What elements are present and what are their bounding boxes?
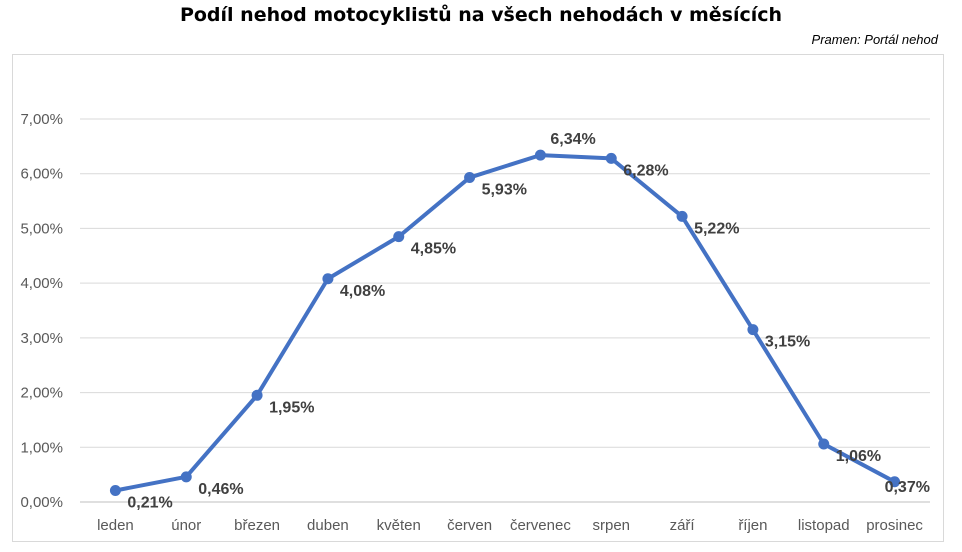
data-point xyxy=(464,172,476,184)
chart-source: Pramen: Portál nehod xyxy=(811,32,938,47)
data-point xyxy=(393,231,405,243)
x-tick-label: listopad xyxy=(798,517,850,534)
data-point xyxy=(322,273,334,285)
y-tick-label: 7,00% xyxy=(20,111,63,128)
data-points xyxy=(109,149,901,497)
data-point xyxy=(251,389,263,401)
x-tick-label: červenec xyxy=(510,517,571,534)
y-tick-label: 2,00% xyxy=(20,385,63,402)
x-tick-label: říjen xyxy=(738,517,767,534)
y-tick-label: 6,00% xyxy=(20,166,63,183)
data-label: 4,08% xyxy=(340,283,385,300)
x-tick-label: září xyxy=(670,517,696,534)
y-tick-label: 1,00% xyxy=(20,439,63,456)
data-label: 4,85% xyxy=(411,241,456,258)
x-axis-ticks: leden únor březen duben květen červen červenec… xyxy=(97,517,923,534)
x-tick-label: prosinec xyxy=(866,517,923,534)
data-point xyxy=(534,149,546,161)
x-tick-label: červen xyxy=(447,517,492,534)
data-point xyxy=(889,476,901,488)
data-point xyxy=(180,471,192,483)
x-tick-label: srpen xyxy=(592,517,630,534)
data-point xyxy=(676,210,688,222)
data-point xyxy=(109,485,121,497)
data-label: 6,34% xyxy=(550,131,595,148)
data-label: 1,06% xyxy=(836,448,881,465)
data-label: 6,28% xyxy=(623,162,668,179)
y-tick-label: 4,00% xyxy=(20,275,63,292)
data-label: 0,37% xyxy=(885,479,930,496)
gridlines xyxy=(80,118,930,503)
x-tick-label: únor xyxy=(171,517,201,534)
data-label: 0,46% xyxy=(198,481,243,498)
x-tick-label: duben xyxy=(307,517,349,534)
y-tick-label: 5,00% xyxy=(20,220,63,237)
x-tick-label: květen xyxy=(377,517,421,534)
data-labels: 0,21% 0,46% 1,95% 4,08% 4,85% 5,93% 6,34% 6,28%… xyxy=(127,131,930,511)
y-tick-label: 3,00% xyxy=(20,330,63,347)
data-point xyxy=(605,152,617,164)
data-label: 5,93% xyxy=(482,182,527,199)
x-tick-label: leden xyxy=(97,517,134,534)
data-point xyxy=(747,324,759,336)
data-label: 0,21% xyxy=(127,495,172,512)
data-label: 5,22% xyxy=(694,220,739,237)
chart-frame xyxy=(12,54,944,542)
series-line xyxy=(113,153,897,493)
data-point xyxy=(818,438,830,450)
data-label: 1,95% xyxy=(269,399,314,416)
x-tick-label: březen xyxy=(234,517,280,534)
chart-title: Podíl nehod motocyklistů na všech nehodá… xyxy=(179,4,783,26)
data-label: 3,15% xyxy=(765,334,810,351)
y-tick-label: 0,00% xyxy=(20,494,63,511)
y-axis-ticks: 0,00% 1,00% 2,00% 3,00% 4,00% 5,00% 6,00% 7,00% xyxy=(20,111,63,511)
